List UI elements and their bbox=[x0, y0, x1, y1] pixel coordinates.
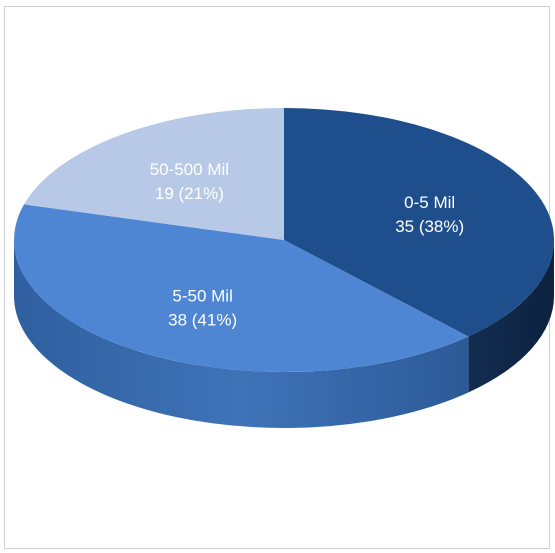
slice-category-label: 0-5 Mil bbox=[404, 193, 455, 212]
slice-value-label: 19 (21%) bbox=[155, 184, 224, 203]
slice-value-label: 35 (38%) bbox=[395, 217, 464, 236]
slice-category-label: 50-500 Mil bbox=[150, 160, 229, 179]
pie-side-5-50-mil bbox=[14, 240, 469, 428]
pie-slice-0-5-mil bbox=[284, 108, 555, 337]
pie-top bbox=[14, 108, 555, 372]
pie-labels: 0-5 Mil 35 (38%) 5-50 Mil 38 (41%) 50-500 Mi… bbox=[150, 160, 464, 329]
pie-sides bbox=[14, 240, 554, 428]
slice-value-label: 38 (41%) bbox=[168, 310, 237, 329]
pie-slice-50-500-mil bbox=[24, 108, 285, 240]
pie-slice-5-50-mil bbox=[14, 204, 469, 372]
pie-side-0-5-mil bbox=[468, 240, 554, 393]
slice-category-label: 5-50 Mil bbox=[172, 286, 232, 305]
